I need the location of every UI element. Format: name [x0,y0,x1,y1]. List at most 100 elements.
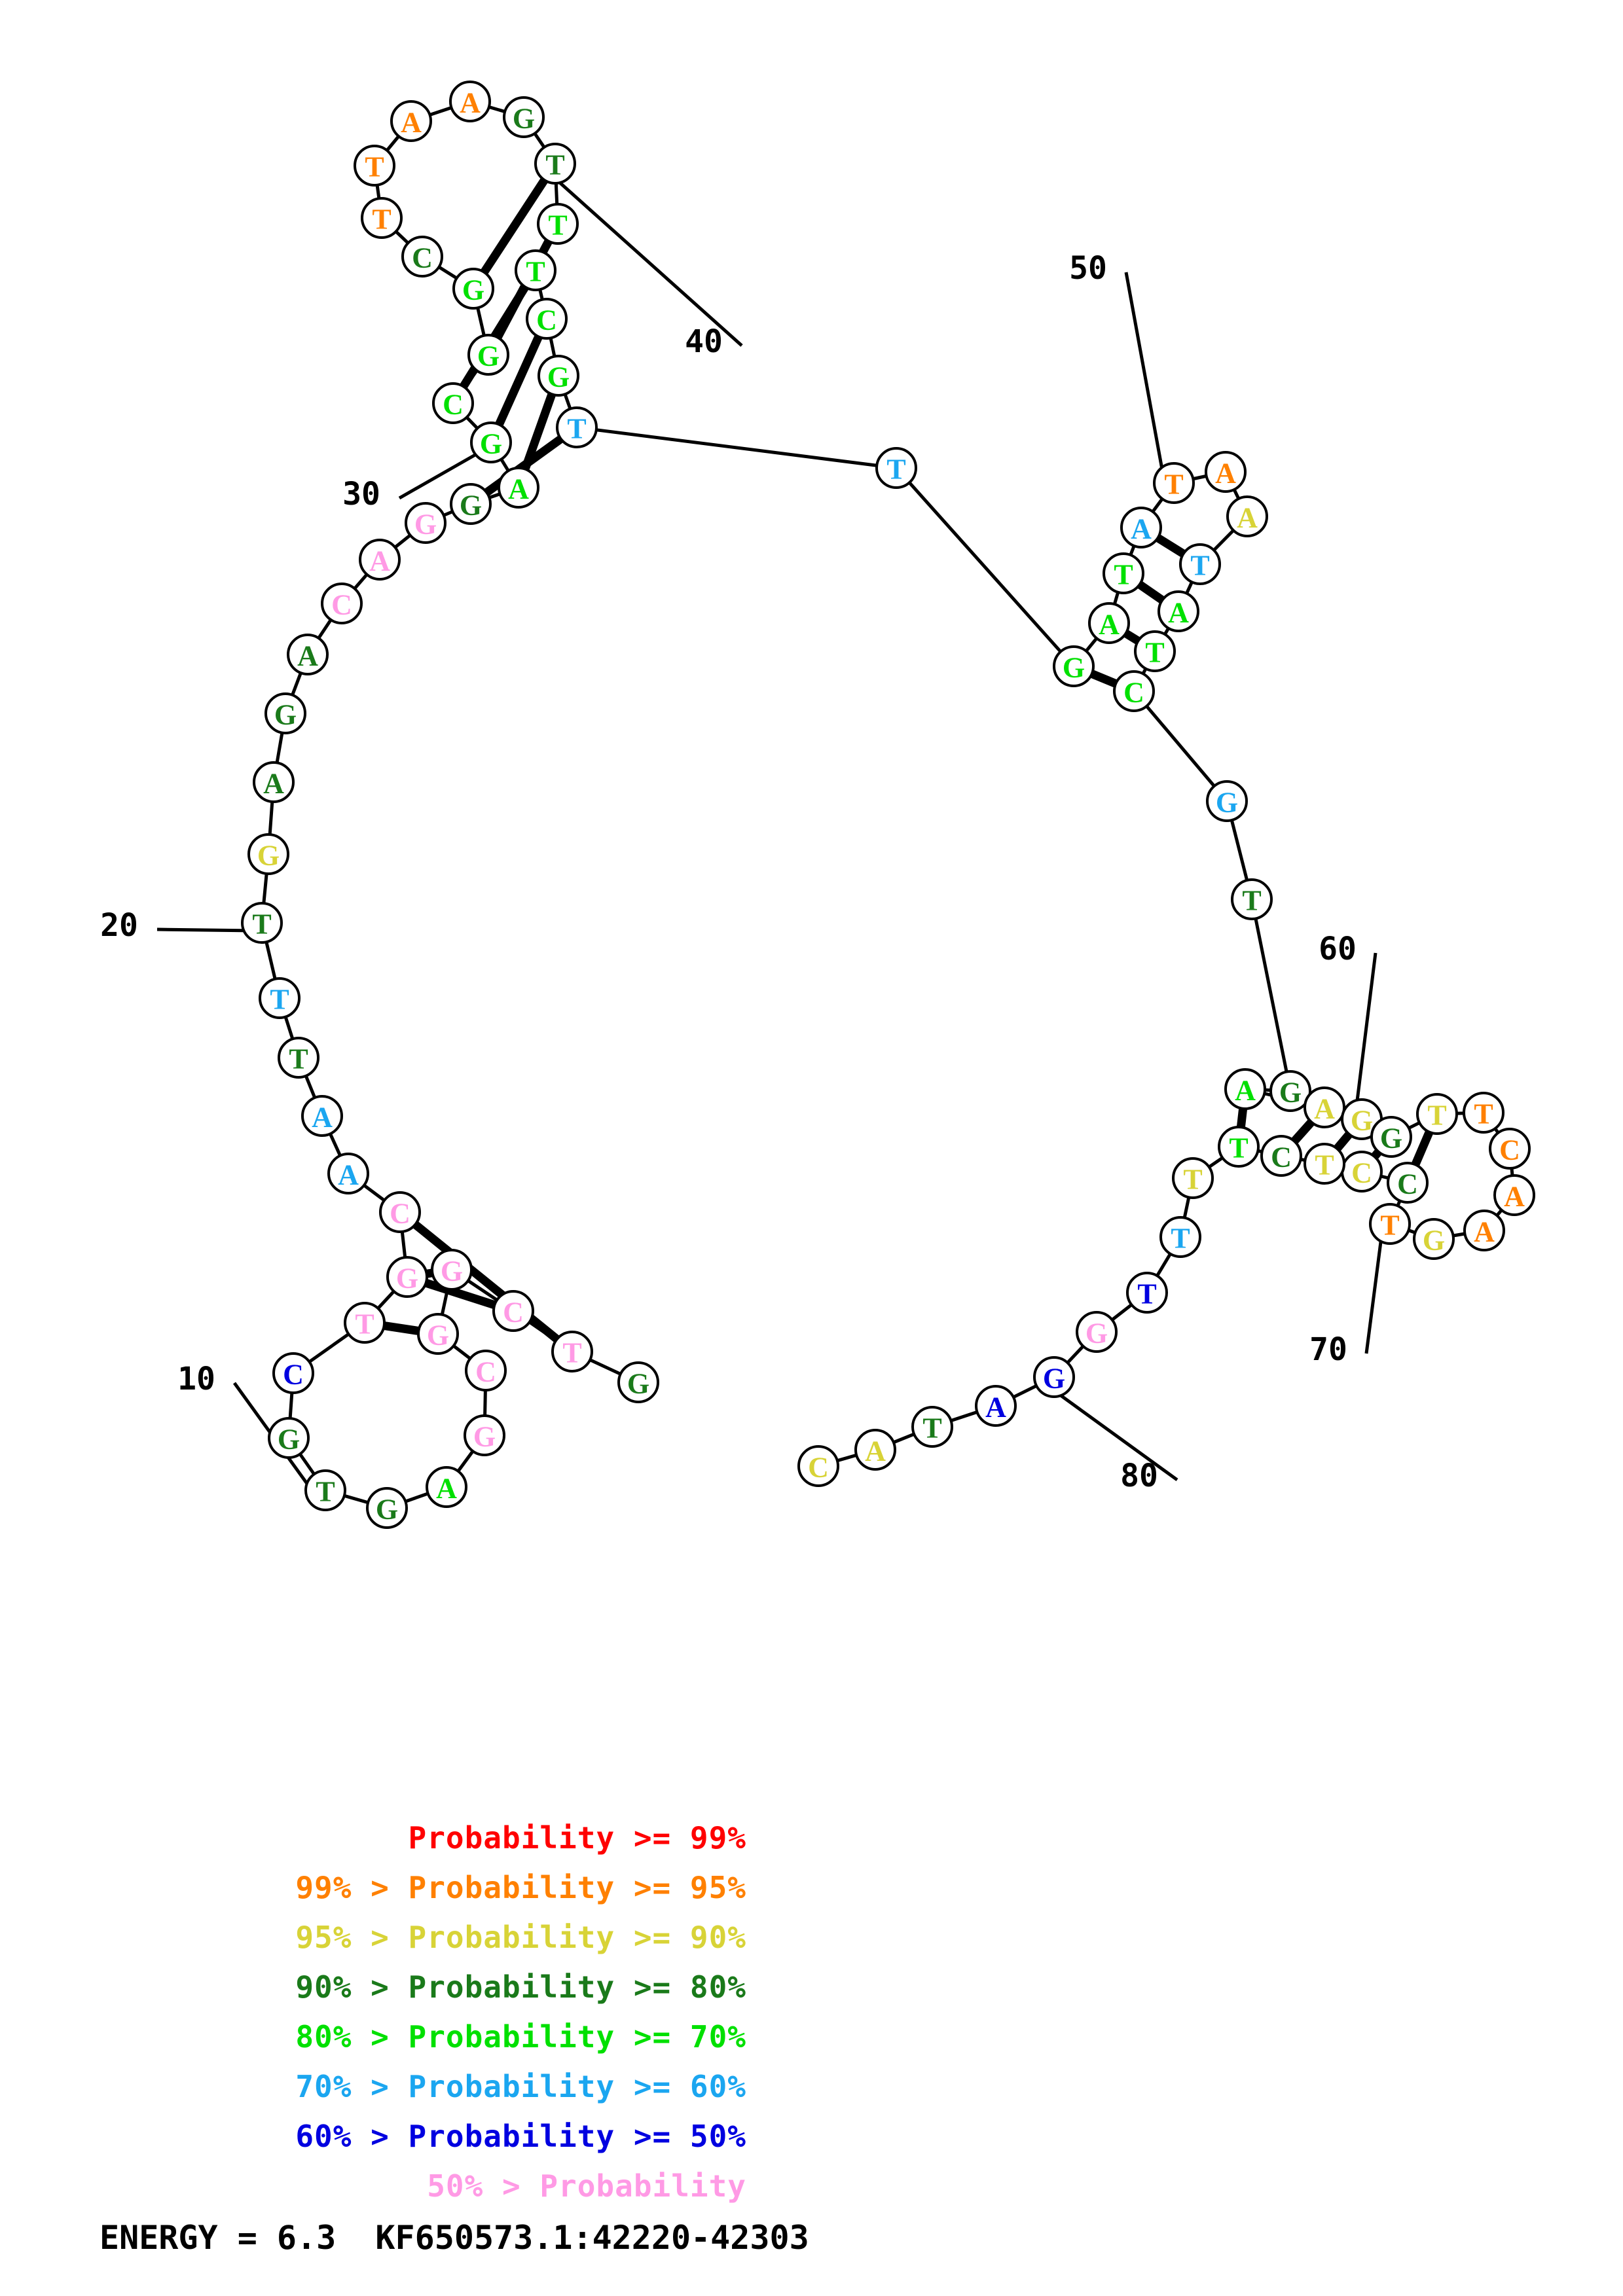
nucleotide[interactable]: T [1172,1157,1214,1199]
nucleotide[interactable]: C [1387,1162,1429,1204]
nucleotide[interactable]: G [1076,1311,1118,1353]
nucleotide[interactable]: G [386,1256,428,1298]
nucleotide[interactable]: G [417,1313,459,1355]
nucleotide[interactable]: C [1489,1128,1531,1170]
nucleotide[interactable]: T [344,1302,386,1344]
nucleotide-circle [361,197,403,239]
nucleotide-letter: A [1314,1093,1335,1125]
nucleotide[interactable]: T [1416,1093,1458,1135]
nucleotide[interactable]: T [241,902,283,944]
nucleotide[interactable]: T [304,1469,346,1511]
nucleotide[interactable]: A [426,1466,467,1508]
nucleotide[interactable]: G [538,355,579,397]
nucleotide[interactable]: T [1153,462,1195,504]
nucleotide[interactable]: A [1205,451,1247,493]
nucleotide-letter: A [865,1435,886,1467]
nucleotide[interactable]: G [264,692,306,734]
nucleotide[interactable]: A [1304,1086,1345,1128]
nucleotide-circle [875,447,917,489]
nucleotide[interactable]: T [1134,630,1176,672]
nucleotide[interactable]: A [359,539,401,581]
nucleotide[interactable]: T [515,249,556,291]
nucleotide[interactable]: A [301,1095,343,1137]
nucleotide[interactable]: T [1369,1203,1411,1245]
nucleotide[interactable]: C [492,1290,534,1332]
nucleotide[interactable]: A [498,467,539,509]
nucleotide[interactable]: G [1370,1116,1412,1158]
nucleotide[interactable]: G [1206,780,1248,822]
nucleotide[interactable]: G [268,1417,310,1459]
nucleotide[interactable]: T [1159,1216,1201,1258]
nucleotide[interactable]: T [537,203,579,245]
nucleotide-letter: G [480,428,502,460]
nucleotide-letter: T [365,151,384,183]
nucleotide[interactable]: A [253,761,295,803]
nucleotide[interactable]: A [1088,602,1130,644]
nucleotide-letter: C [331,589,352,621]
nucleotide[interactable]: G [617,1361,659,1403]
nucleotide[interactable]: C [401,236,443,278]
nucleotide[interactable]: T [1304,1143,1345,1185]
nucleotide[interactable]: A [1158,590,1199,632]
nucleotide[interactable]: C [526,298,568,340]
nucleotide[interactable]: A [975,1385,1017,1427]
nucleotide[interactable]: C [465,1350,507,1391]
nucleotide[interactable]: A [1120,507,1162,548]
nucleotide[interactable]: A [449,81,491,122]
nucleotide-letter: A [1504,1181,1525,1213]
nucleotide[interactable]: C [1113,670,1155,712]
nucleotide[interactable]: A [1224,1068,1266,1110]
nucleotide-letter: A [297,640,318,672]
nucleotide[interactable]: T [1179,543,1221,585]
nucleotide[interactable]: C [321,583,363,624]
nucleotide-circle [1153,462,1195,504]
nucleotide[interactable]: G [431,1249,473,1291]
nucleotide[interactable]: G [467,334,509,376]
nucleotide-letter: G [1380,1122,1402,1155]
nucleotide[interactable]: G [405,502,447,544]
nucleotide[interactable]: G [366,1487,408,1529]
nucleotide[interactable]: T [259,977,301,1019]
nucleotide[interactable]: A [1493,1174,1535,1216]
nucleotide-letter: G [462,274,484,306]
nucleotide[interactable]: G [1269,1070,1311,1112]
nucleotide[interactable]: T [1126,1272,1168,1314]
nucleotide[interactable]: T [354,145,395,187]
nucleotide[interactable]: C [1260,1135,1302,1177]
nucleotide[interactable]: G [1033,1356,1075,1398]
nucleotide-circle [452,268,494,310]
nucleotide[interactable]: T [1218,1126,1260,1168]
nucleotide-circle [359,539,401,581]
nucleotide[interactable]: T [1231,878,1273,920]
nucleotide[interactable]: T [1463,1092,1504,1134]
nucleotide[interactable]: G [464,1414,505,1456]
nucleotide[interactable]: C [432,382,474,424]
nucleotide[interactable]: G [470,422,512,463]
nucleotide[interactable]: T [875,447,917,489]
nucleotide-letter: T [1229,1132,1248,1164]
nucleotide[interactable]: T [534,143,576,185]
nucleotide[interactable]: T [278,1037,319,1079]
nucleotide[interactable]: A [287,634,329,675]
nucleotide[interactable]: A [1226,495,1268,537]
nucleotide[interactable]: G [452,268,494,310]
nucleotide[interactable]: G [247,833,289,875]
nucleotide[interactable]: G [503,96,545,138]
nucleotide[interactable]: T [911,1406,953,1448]
nucleotide[interactable]: A [327,1153,369,1194]
nucleotide[interactable]: T [361,197,403,239]
nucleotide-letter: T [1171,1223,1190,1255]
nucleotide[interactable]: C [797,1445,839,1487]
nucleotide[interactable]: C [379,1191,421,1233]
nucleotide[interactable]: T [556,406,598,448]
nucleotide[interactable]: G [1053,645,1095,687]
nucleotide[interactable]: A [1463,1210,1505,1251]
nucleotide[interactable]: C [1341,1151,1383,1193]
nucleotide[interactable]: G [450,483,492,525]
nucleotide[interactable]: T [1103,552,1144,594]
nucleotide[interactable]: A [854,1429,896,1471]
nucleotide[interactable]: C [272,1352,314,1394]
nucleotide[interactable]: T [551,1331,593,1372]
nucleotide[interactable]: A [390,100,432,142]
nucleotide[interactable]: G [1413,1218,1455,1260]
